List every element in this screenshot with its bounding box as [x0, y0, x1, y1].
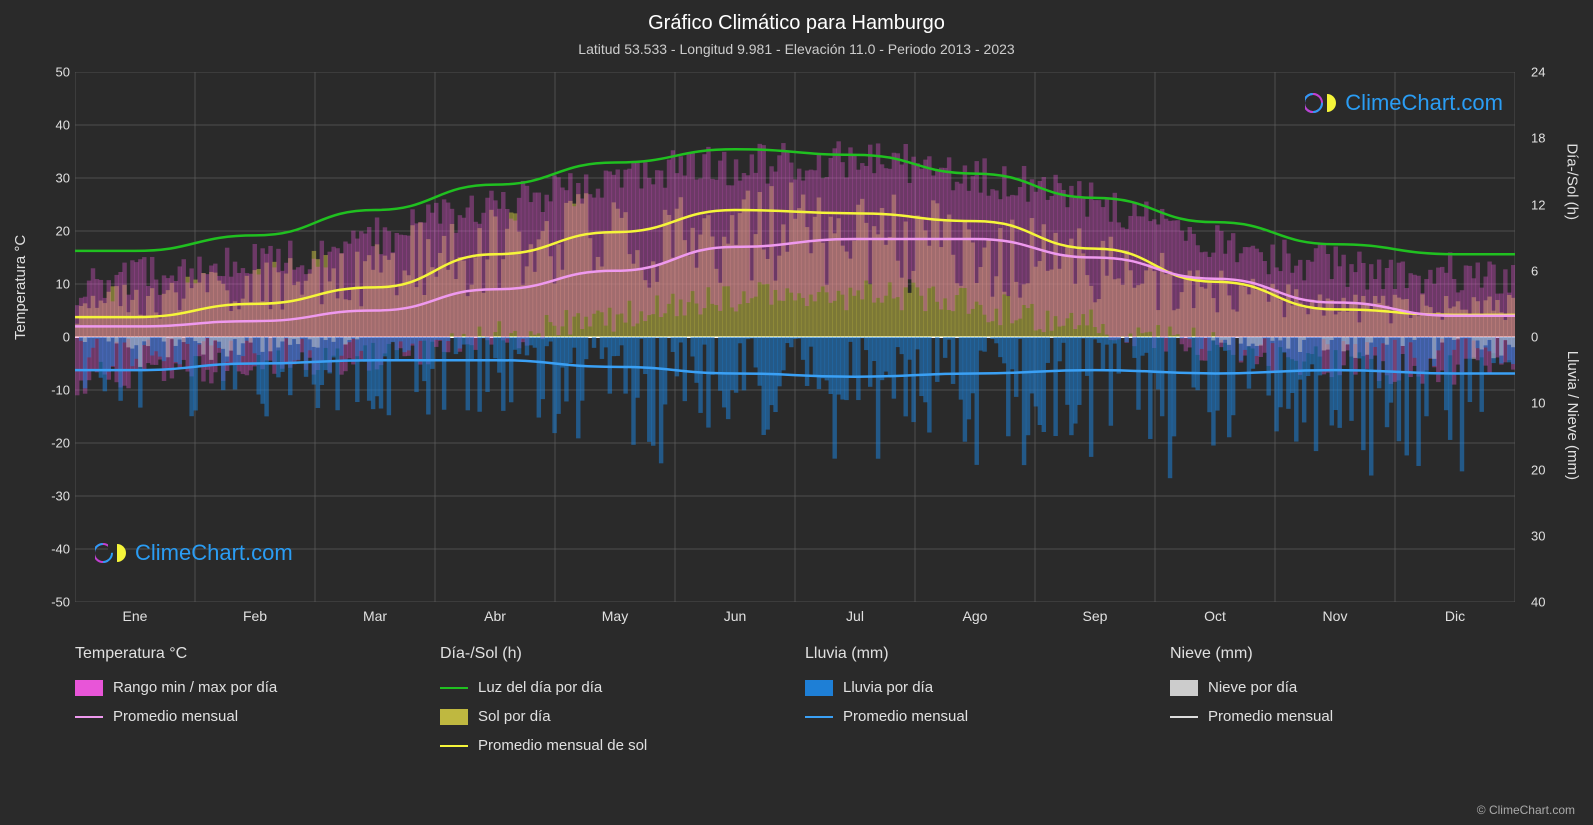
legend: Temperatura °C Rango min / max por día Pro… [75, 645, 1515, 754]
x-tick-month: Dic [1445, 608, 1465, 624]
y-tick-right-hours: 24 [1531, 65, 1545, 80]
legend-label: Promedio mensual de sol [478, 737, 647, 754]
legend-label: Promedio mensual [1208, 708, 1333, 725]
y-tick-left: -30 [51, 489, 70, 504]
legend-item: Rango min / max por día [75, 679, 420, 696]
y-tick-right-mm: 30 [1531, 528, 1545, 543]
legend-swatch [440, 687, 468, 689]
legend-item: Promedio mensual [75, 708, 420, 725]
legend-swatch [440, 709, 468, 725]
y-tick-left: 30 [56, 171, 70, 186]
legend-header: Día-/Sol (h) [440, 645, 785, 663]
legend-label: Luz del día por día [478, 679, 602, 696]
legend-item: Lluvia por día [805, 679, 1150, 696]
legend-label: Promedio mensual [843, 708, 968, 725]
legend-label: Sol por día [478, 708, 551, 725]
legend-swatch [75, 680, 103, 696]
legend-column: Nieve (mm) Nieve por día Promedio mensual [1170, 645, 1515, 754]
y-tick-right-mm: 40 [1531, 595, 1545, 610]
x-tick-month: Oct [1204, 608, 1226, 624]
legend-item: Luz del día por día [440, 679, 785, 696]
legend-item: Sol por día [440, 708, 785, 725]
x-tick-month: Jun [724, 608, 747, 624]
y-axis-right-bottom-label: Lluvia / Nieve (mm) [1564, 351, 1581, 480]
y-tick-left: -50 [51, 595, 70, 610]
y-tick-left: 40 [56, 118, 70, 133]
x-tick-month: Feb [243, 608, 267, 624]
x-tick-month: Nov [1323, 608, 1348, 624]
legend-item: Promedio mensual [805, 708, 1150, 725]
y-tick-left: -40 [51, 542, 70, 557]
legend-item: Promedio mensual de sol [440, 737, 785, 754]
legend-swatch [1170, 716, 1198, 718]
y-tick-left: -10 [51, 383, 70, 398]
legend-swatch [805, 716, 833, 718]
y-tick-right-mm: 10 [1531, 396, 1545, 411]
legend-header: Lluvia (mm) [805, 645, 1150, 663]
y-tick-right-mm: 20 [1531, 462, 1545, 477]
x-tick-month: May [602, 608, 628, 624]
y-tick-left: -20 [51, 436, 70, 451]
chart-subtitle: Latitud 53.533 - Longitud 9.981 - Elevac… [0, 35, 1593, 57]
legend-header: Nieve (mm) [1170, 645, 1515, 663]
x-tick-month: Mar [363, 608, 387, 624]
legend-swatch [440, 745, 468, 747]
y-axis-right-top-label: Día-/Sol (h) [1564, 143, 1581, 220]
legend-label: Promedio mensual [113, 708, 238, 725]
legend-item: Nieve por día [1170, 679, 1515, 696]
legend-swatch [1170, 680, 1198, 696]
x-tick-month: Jul [846, 608, 864, 624]
legend-column: Temperatura °C Rango min / max por día Pro… [75, 645, 420, 754]
y-tick-right-hours: 0 [1531, 330, 1538, 345]
x-tick-month: Ene [123, 608, 148, 624]
x-tick-month: Ago [963, 608, 988, 624]
legend-header: Temperatura °C [75, 645, 420, 663]
legend-swatch [75, 716, 103, 718]
legend-column: Lluvia (mm) Lluvia por día Promedio mensua… [805, 645, 1150, 754]
y-axis-left-label: Temperatura °C [12, 235, 29, 340]
climate-chart: Gráfico Climático para Hamburgo Latitud … [0, 0, 1593, 825]
y-tick-right-hours: 12 [1531, 197, 1545, 212]
x-tick-month: Abr [484, 608, 506, 624]
legend-item: Promedio mensual [1170, 708, 1515, 725]
x-tick-month: Sep [1083, 608, 1108, 624]
copyright: © ClimeChart.com [1477, 803, 1575, 817]
y-tick-right-hours: 6 [1531, 263, 1538, 278]
legend-label: Rango min / max por día [113, 679, 277, 696]
legend-swatch [805, 680, 833, 696]
y-tick-left: 10 [56, 277, 70, 292]
y-tick-left: 20 [56, 224, 70, 239]
chart-title: Gráfico Climático para Hamburgo [0, 0, 1593, 35]
plot-svg [75, 72, 1515, 602]
legend-label: Nieve por día [1208, 679, 1297, 696]
y-tick-left: 50 [56, 65, 70, 80]
y-tick-right-hours: 18 [1531, 131, 1545, 146]
legend-column: Día-/Sol (h) Luz del día por día Sol por d… [440, 645, 785, 754]
y-tick-left: 0 [63, 330, 70, 345]
legend-label: Lluvia por día [843, 679, 933, 696]
